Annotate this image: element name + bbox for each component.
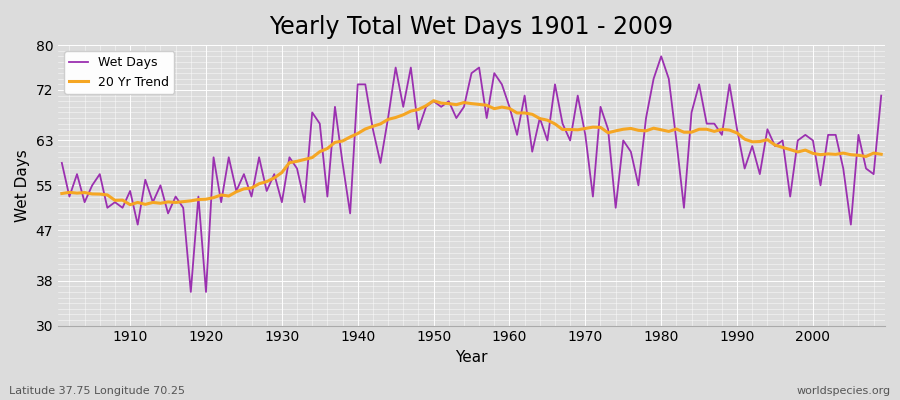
20 Yr Trend	[338, 139, 348, 144]
Y-axis label: Wet Days: Wet Days	[15, 149, 30, 222]
Wet Days	[656, 54, 667, 59]
Wet Days	[117, 205, 128, 210]
20 Yr Trend	[57, 191, 68, 196]
20 Yr Trend	[125, 202, 136, 207]
Line: 20 Yr Trend: 20 Yr Trend	[62, 101, 881, 205]
20 Yr Trend	[876, 152, 886, 157]
20 Yr Trend	[610, 128, 621, 133]
Line: Wet Days: Wet Days	[62, 56, 881, 292]
20 Yr Trend	[519, 110, 530, 115]
Wet Days	[338, 160, 348, 165]
Title: Yearly Total Wet Days 1901 - 2009: Yearly Total Wet Days 1901 - 2009	[269, 15, 673, 39]
Wet Days	[185, 290, 196, 294]
20 Yr Trend	[428, 98, 439, 103]
X-axis label: Year: Year	[455, 350, 488, 365]
20 Yr Trend	[511, 110, 522, 115]
Text: Latitude 37.75 Longitude 70.25: Latitude 37.75 Longitude 70.25	[9, 386, 185, 396]
20 Yr Trend	[117, 198, 128, 202]
20 Yr Trend	[292, 159, 302, 164]
Wet Days	[504, 104, 515, 109]
Wet Days	[292, 166, 302, 171]
Wet Days	[57, 160, 68, 165]
Wet Days	[511, 132, 522, 137]
Wet Days	[876, 93, 886, 98]
Text: worldspecies.org: worldspecies.org	[796, 386, 891, 396]
Legend: Wet Days, 20 Yr Trend: Wet Days, 20 Yr Trend	[64, 51, 174, 94]
Wet Days	[603, 127, 614, 132]
